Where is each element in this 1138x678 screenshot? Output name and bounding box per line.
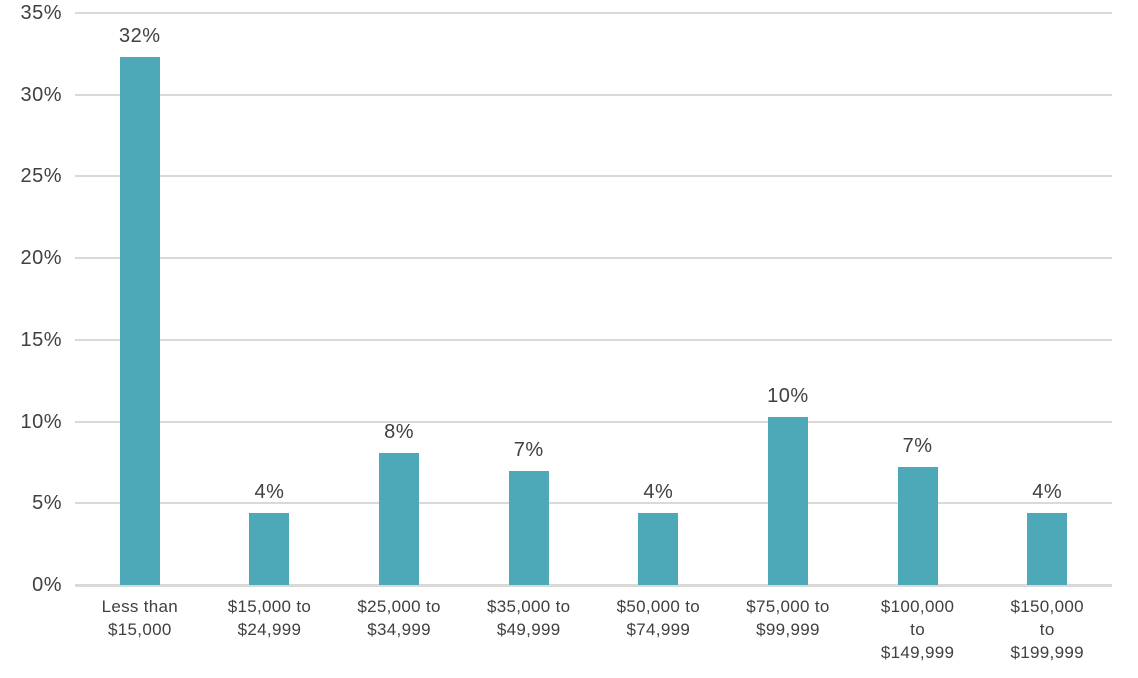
- y-tick-label: 30%: [20, 83, 62, 106]
- x-tick-label-line: $24,999: [237, 620, 302, 639]
- y-tick-label: 25%: [20, 165, 62, 188]
- bar-35-000-to-49-999: [508, 470, 549, 585]
- bar-value-label: 4%: [1032, 481, 1063, 504]
- x-tick-label: $75,000 to $99,999: [723, 595, 853, 641]
- x-tick-label: Less than $15,000: [75, 595, 205, 641]
- bar-100-000-to-149-999: [897, 467, 938, 585]
- gridline: [75, 12, 1112, 14]
- gridline: [75, 338, 1112, 341]
- x-tick-label-line: Less than: [101, 597, 179, 616]
- x-tick-label-line: $35,000 to: [487, 597, 571, 616]
- gridline: [75, 257, 1112, 260]
- x-axis-line: [75, 584, 1112, 587]
- x-tick-label: $15,000 to $24,999: [204, 595, 334, 641]
- x-tick-label: $50,000 to $74,999: [593, 595, 723, 641]
- x-tick-label-line: $199,999: [1010, 643, 1084, 662]
- x-tick-label-line: to: [1039, 620, 1055, 639]
- y-tick-label: 15%: [20, 328, 62, 351]
- gridline: [75, 175, 1112, 178]
- bar-value-label: 32%: [119, 25, 161, 48]
- x-tick-label-line: $75,000 to: [746, 597, 830, 616]
- x-tick-label-line: $99,999: [756, 620, 820, 639]
- y-tick-label: 20%: [20, 247, 62, 270]
- x-tick-label-line: to: [910, 620, 925, 639]
- x-tick-label-line: $15,000: [108, 620, 172, 639]
- bar-150-000-to-199-999: [1027, 513, 1068, 585]
- x-tick-label-line: $25,000 to: [357, 597, 441, 616]
- gridline: [75, 93, 1112, 96]
- bar-50-000-to-74-999: [638, 513, 679, 585]
- gridline: [75, 420, 1112, 423]
- x-tick-label: $100,000 to $149,999: [853, 595, 983, 664]
- bar-15-000-to-24-999: [249, 513, 290, 585]
- x-tick-label-line: $15,000 to: [227, 597, 312, 616]
- x-tick-label-line: $150,000: [1010, 597, 1084, 616]
- bar-75-000-to-99-999: [767, 416, 808, 585]
- bar-value-label: 4%: [254, 481, 285, 504]
- x-tick-label-line: $49,999: [496, 620, 561, 639]
- gridline: [75, 502, 1112, 505]
- x-tick-label: $150,000 to $199,999: [982, 595, 1112, 664]
- y-tick-label: 35%: [20, 2, 62, 24]
- y-tick-label: 10%: [20, 410, 62, 433]
- x-tick-label-line: $149,999: [880, 643, 955, 662]
- bar-value-label: 7%: [513, 438, 544, 461]
- bar-value-label: 4%: [643, 481, 674, 504]
- y-tick-label: 0%: [32, 574, 62, 596]
- x-tick-label: $35,000 to $49,999: [464, 595, 594, 641]
- bar-25-000-to-34-999: [379, 452, 420, 585]
- x-tick-label: $25,000 to $34,999: [334, 595, 464, 641]
- bar-value-label: 7%: [902, 435, 933, 458]
- bar-less-than-15-000: [119, 57, 160, 585]
- bar-value-label: 10%: [767, 384, 809, 407]
- x-tick-label-line: $50,000 to: [616, 597, 700, 616]
- x-tick-label-line: $74,999: [626, 620, 691, 639]
- y-tick-label: 5%: [32, 492, 62, 515]
- x-tick-label-line: $34,999: [367, 620, 431, 639]
- x-tick-label-line: $100,000: [880, 597, 955, 616]
- bar-value-label: 8%: [384, 420, 415, 443]
